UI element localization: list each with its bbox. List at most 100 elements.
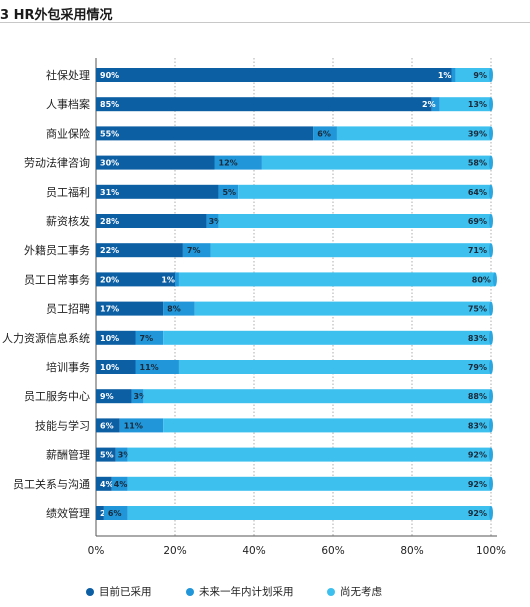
category-label: 技能与学习	[35, 418, 90, 432]
bar-segment	[96, 447, 116, 462]
bar-end-cap	[489, 214, 493, 228]
data-label: 58%	[468, 159, 487, 168]
bar-segment	[210, 243, 492, 258]
category-label: 薪酬管理	[46, 448, 90, 462]
data-label: 88%	[468, 392, 487, 401]
data-label: 11%	[124, 421, 143, 430]
data-label: 90%	[100, 71, 119, 80]
data-label: 7%	[140, 334, 154, 343]
bar-end-cap	[489, 155, 493, 170]
bar-segment	[96, 272, 175, 287]
data-label: 9%	[473, 71, 487, 80]
data-label: 69%	[468, 217, 487, 226]
bar-segment	[431, 97, 440, 112]
data-label: 5%	[222, 188, 236, 197]
data-label: 64%	[468, 188, 487, 197]
legend-label-not-considered: 尚无考虑	[340, 586, 382, 598]
bar-end-cap	[489, 389, 493, 404]
bar-end-cap	[489, 243, 493, 258]
data-label: 7%	[187, 246, 201, 255]
bar-segment	[127, 476, 491, 491]
data-label: 92%	[468, 451, 487, 460]
category-label: 员工关系与沟通	[13, 477, 90, 491]
data-label: 2%	[422, 100, 436, 109]
data-label: 4%	[100, 480, 114, 489]
bar-segment	[238, 184, 491, 199]
category-label: 员工招聘	[46, 302, 90, 316]
bar-segment	[135, 330, 164, 345]
x-tick-label: 0%	[88, 545, 105, 557]
legend-swatch-adopted	[86, 587, 94, 596]
data-label: 1%	[161, 275, 175, 284]
data-label: 6%	[108, 509, 122, 518]
data-label: 75%	[468, 305, 487, 314]
bar-segment	[261, 155, 491, 170]
bar-segment	[163, 301, 195, 316]
data-label: 55%	[100, 129, 119, 138]
category-label: 员工日常事务	[24, 273, 90, 286]
bar-segment	[103, 506, 128, 520]
bar-segment	[178, 360, 491, 374]
bar-segment	[194, 301, 491, 316]
x-tick-label: 100%	[476, 545, 506, 557]
category-label: 员工服务中心	[24, 390, 90, 403]
data-label: 1%	[438, 71, 452, 80]
data-label: 80%	[472, 275, 491, 284]
bar-segment	[182, 243, 211, 258]
category-label: 薪资核发	[46, 214, 90, 228]
data-label: 17%	[100, 305, 119, 314]
data-label: 31%	[100, 188, 119, 197]
category-label: 员工福利	[46, 185, 90, 199]
bar-end-cap	[489, 301, 493, 316]
data-label: 6%	[317, 129, 331, 138]
bar-end-cap	[489, 126, 493, 141]
bar-segment	[127, 447, 491, 462]
bar-segment	[96, 418, 120, 433]
stacked-bar-chart: 0% 20% 40% 60% 80% 100% 社保处理 90% 1% 9% 人事档案 85% 2% 13…	[2, 58, 506, 557]
bar-segment	[336, 126, 491, 141]
bar-segment	[214, 155, 262, 170]
data-label: 8%	[167, 305, 181, 314]
category-label: 劳动法律咨询	[24, 156, 90, 170]
bar-segment	[206, 214, 219, 228]
bar-end-cap	[492, 272, 497, 287]
data-label: 10%	[100, 363, 119, 372]
data-label: 20%	[100, 275, 119, 284]
x-tick-label: 60%	[321, 545, 344, 557]
bar-end-cap	[489, 506, 493, 520]
category-label: 人力资源信息系统	[2, 331, 90, 345]
chart-title: 3 HR外包采用情况	[0, 8, 113, 23]
legend-item-planned: 未来一年内计划采用	[186, 584, 294, 599]
bar-segment	[135, 360, 179, 374]
bar-segment	[163, 330, 491, 345]
bar-segment	[175, 272, 179, 287]
bar-segment	[96, 301, 164, 316]
bar-segment	[313, 126, 337, 141]
legend-swatch-not-considered	[327, 587, 335, 596]
data-label: 12%	[219, 159, 238, 168]
bar-end-cap	[489, 184, 493, 199]
legend-label-planned: 未来一年内计划采用	[199, 586, 294, 598]
bar-segment	[131, 389, 144, 404]
category-label: 绩效管理	[46, 506, 90, 520]
legend-item-not-considered: 尚无考虑	[327, 584, 382, 599]
data-label: 10%	[100, 334, 119, 343]
data-label: 11%	[140, 363, 159, 372]
bar-segment	[127, 506, 491, 520]
bar-segment	[163, 418, 491, 433]
legend-swatch-planned	[186, 587, 194, 596]
bar-segment	[96, 330, 136, 345]
data-label: 5%	[100, 451, 114, 460]
bar-segment	[115, 447, 128, 462]
x-tick-label: 20%	[163, 545, 186, 557]
data-label: 30%	[100, 159, 119, 168]
bar-segment	[96, 214, 207, 228]
x-tick-label: 80%	[400, 545, 423, 557]
data-label: 83%	[468, 334, 487, 343]
category-label: 社保处理	[46, 68, 90, 82]
data-label: 4%	[114, 480, 128, 489]
data-label: 22%	[100, 246, 119, 255]
data-label: 3%	[134, 392, 148, 401]
data-label: 92%	[468, 509, 487, 518]
bar-end-cap	[489, 360, 493, 374]
